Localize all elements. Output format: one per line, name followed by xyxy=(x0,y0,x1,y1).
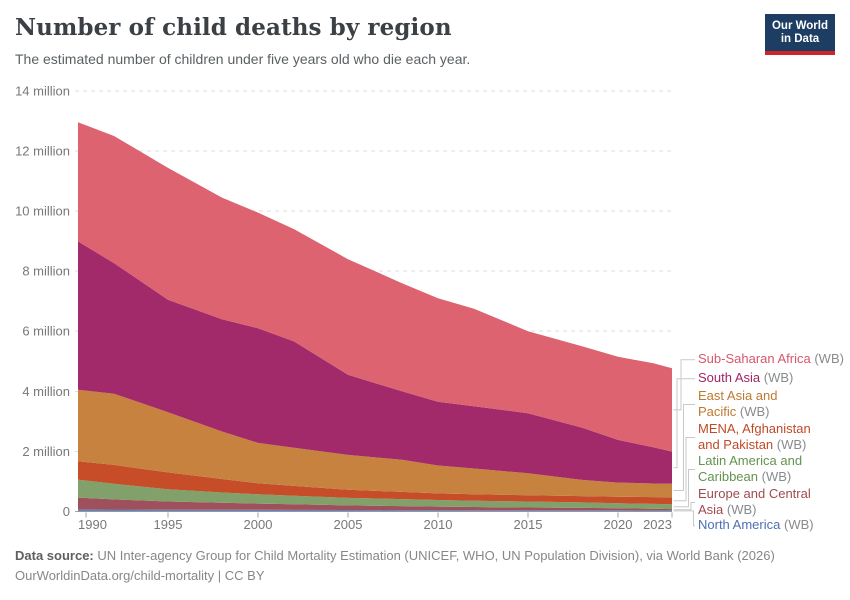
legend-label: Asia xyxy=(698,501,724,517)
legend-item-mena-afghanistan-pakistan[interactable]: MENA, Afghanistan and Pakistan (WB) xyxy=(698,421,811,452)
page-title: Number of child deaths by region xyxy=(15,14,452,41)
footer-link[interactable]: OurWorldinData.org/child-mortality | CC … xyxy=(15,568,265,583)
y-axis-tick-label: 4 million xyxy=(22,384,70,399)
legend-label: and Pakistan xyxy=(698,436,774,452)
legend-suffix: (WB) xyxy=(723,501,757,517)
legend-suffix: (WB) xyxy=(760,370,794,385)
x-axis-tick-label: 1995 xyxy=(154,517,183,532)
area-series-mena-afghanistan-pakistan[interactable] xyxy=(78,461,672,505)
x-axis-tick-label: 2005 xyxy=(334,517,363,532)
area-series-east-asia-pacific[interactable] xyxy=(78,389,672,498)
y-axis-tick-label: 12 million xyxy=(15,144,70,159)
y-axis-tick-label: 2 million xyxy=(22,444,70,459)
legend-label: Europe and Central xyxy=(698,486,811,501)
area-series-north-america[interactable] xyxy=(78,509,672,512)
legend-label: Caribbean xyxy=(698,468,758,484)
legend-item-east-asia-pacific[interactable]: East Asia and Pacific (WB) xyxy=(698,388,778,419)
y-axis-tick-label: 14 million xyxy=(15,84,70,99)
owid-logo-line1: Our World xyxy=(771,20,828,32)
data-source-line: Data source: UN Inter-agency Group for C… xyxy=(15,546,775,566)
legend-item-sub-saharan-africa[interactable]: Sub-Saharan Africa (WB) xyxy=(698,351,844,367)
x-axis-tick-label: 2000 xyxy=(244,517,273,532)
area-series-europe-central-asia[interactable] xyxy=(78,497,672,511)
data-source-label: Data source: xyxy=(15,548,94,563)
legend-suffix: (WB) xyxy=(736,403,770,419)
y-axis-tick-label: 8 million xyxy=(22,264,70,279)
x-axis-tick-label: 2010 xyxy=(424,517,453,532)
legend-item-south-asia[interactable]: South Asia (WB) xyxy=(698,370,793,386)
x-axis-tick-label: 2015 xyxy=(514,517,543,532)
legend-label: Latin America and xyxy=(698,453,803,468)
legend-label: North America xyxy=(698,517,781,532)
x-axis-tick-label: 2020 xyxy=(604,517,633,532)
chart-footer: Data source: UN Inter-agency Group for C… xyxy=(15,546,775,586)
legend-suffix: (WB) xyxy=(780,517,814,532)
area-series-sub-saharan-africa[interactable] xyxy=(78,122,672,452)
legend-label: MENA, Afghanistan xyxy=(698,421,811,436)
legend-item-latin-america-caribbean[interactable]: Latin America and Caribbean (WB) xyxy=(698,453,802,484)
y-axis-tick-label: 6 million xyxy=(22,324,70,339)
legend-connector xyxy=(673,378,695,469)
legend-label: Sub-Saharan Africa xyxy=(698,351,811,366)
x-axis-tick-label: 2023 xyxy=(643,517,672,532)
y-axis-tick-label: 0 xyxy=(63,504,70,519)
owid-logo-line2: in Data xyxy=(780,33,820,45)
legend-connector xyxy=(673,469,695,508)
legend-connector xyxy=(673,404,695,491)
legend-label: East Asia and xyxy=(698,388,778,403)
legend-label: Pacific xyxy=(698,403,737,419)
y-axis-tick-label: 10 million xyxy=(15,204,70,219)
legend-connector xyxy=(673,437,695,502)
legend-connector xyxy=(673,510,695,527)
x-axis-tick-label: 1990 xyxy=(78,517,107,532)
area-series-south-asia[interactable] xyxy=(78,241,672,484)
legend-label: South Asia xyxy=(698,370,761,385)
legend-connector xyxy=(673,502,695,511)
legend-suffix: (WB) xyxy=(773,436,807,452)
data-source-text: UN Inter-agency Group for Child Mortalit… xyxy=(93,548,775,563)
legend-suffix: (WB) xyxy=(810,351,844,366)
legend-item-north-america[interactable]: North America (WB) xyxy=(698,517,814,533)
owid-logo[interactable]: Our World in Data xyxy=(765,14,835,55)
area-series-latin-america-caribbean[interactable] xyxy=(78,479,672,510)
chart-subtitle: The estimated number of children under f… xyxy=(15,51,471,67)
legend-suffix: (WB) xyxy=(758,468,792,484)
legend-item-europe-central-asia[interactable]: Europe and Central Asia (WB) xyxy=(698,486,811,517)
